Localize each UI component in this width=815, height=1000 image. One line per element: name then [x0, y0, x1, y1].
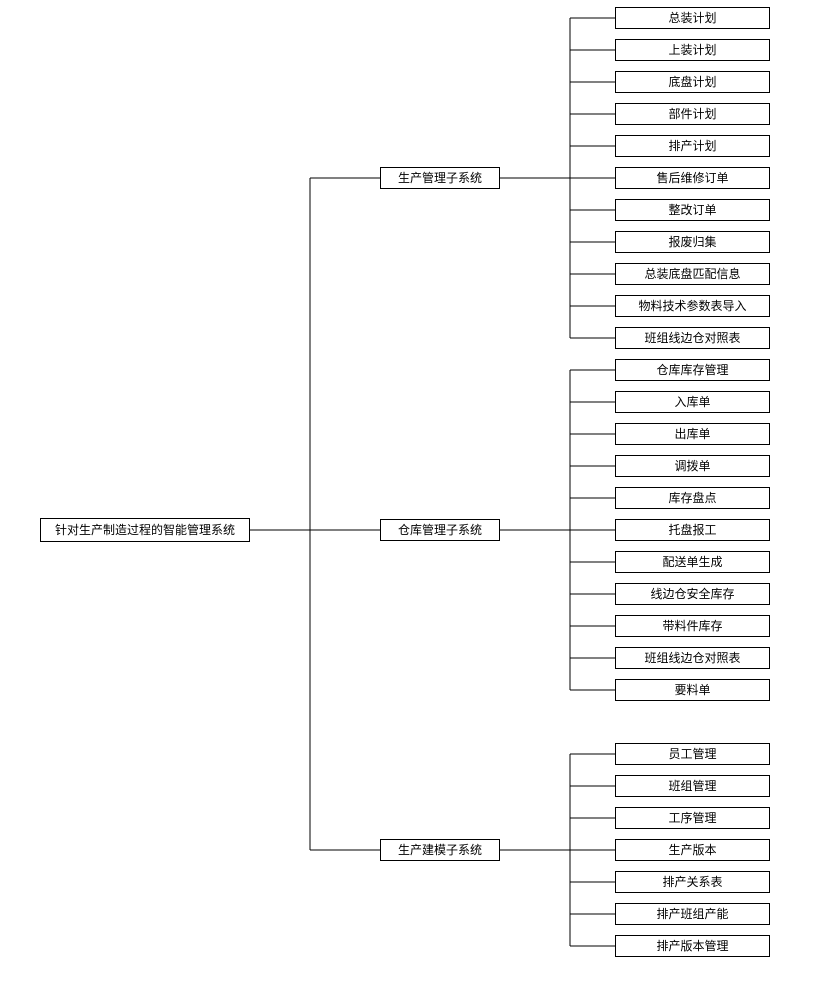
leaf-warehouse-3: 调拨单: [615, 455, 770, 477]
leaf-warehouse-7: 线边仓安全库存: [615, 583, 770, 605]
leaf-warehouse-9: 班组线边仓对照表: [615, 647, 770, 669]
leaf-warehouse-2: 出库单: [615, 423, 770, 445]
leaf-production-3: 部件计划: [615, 103, 770, 125]
leaf-production-4: 排产计划: [615, 135, 770, 157]
leaf-modeling-5: 排产班组产能: [615, 903, 770, 925]
leaf-production-9: 物料技术参数表导入: [615, 295, 770, 317]
leaf-production-1: 上装计划: [615, 39, 770, 61]
leaf-production-7: 报废归集: [615, 231, 770, 253]
leaf-warehouse-1: 入库单: [615, 391, 770, 413]
leaf-production-2: 底盘计划: [615, 71, 770, 93]
leaf-production-10: 班组线边仓对照表: [615, 327, 770, 349]
branch-modeling: 生产建模子系统: [380, 839, 500, 861]
branch-warehouse: 仓库管理子系统: [380, 519, 500, 541]
leaf-warehouse-5: 托盘报工: [615, 519, 770, 541]
leaf-warehouse-8: 带料件库存: [615, 615, 770, 637]
branch-production: 生产管理子系统: [380, 167, 500, 189]
leaf-modeling-6: 排产版本管理: [615, 935, 770, 957]
leaf-warehouse-4: 库存盘点: [615, 487, 770, 509]
leaf-modeling-2: 工序管理: [615, 807, 770, 829]
leaf-production-6: 整改订单: [615, 199, 770, 221]
leaf-warehouse-10: 要料单: [615, 679, 770, 701]
leaf-production-8: 总装底盘匹配信息: [615, 263, 770, 285]
leaf-modeling-4: 排产关系表: [615, 871, 770, 893]
leaf-modeling-1: 班组管理: [615, 775, 770, 797]
leaf-warehouse-6: 配送单生成: [615, 551, 770, 573]
root-node: 针对生产制造过程的智能管理系统: [40, 518, 250, 542]
leaf-modeling-0: 员工管理: [615, 743, 770, 765]
leaf-production-5: 售后维修订单: [615, 167, 770, 189]
leaf-modeling-3: 生产版本: [615, 839, 770, 861]
leaf-warehouse-0: 仓库库存管理: [615, 359, 770, 381]
leaf-production-0: 总装计划: [615, 7, 770, 29]
